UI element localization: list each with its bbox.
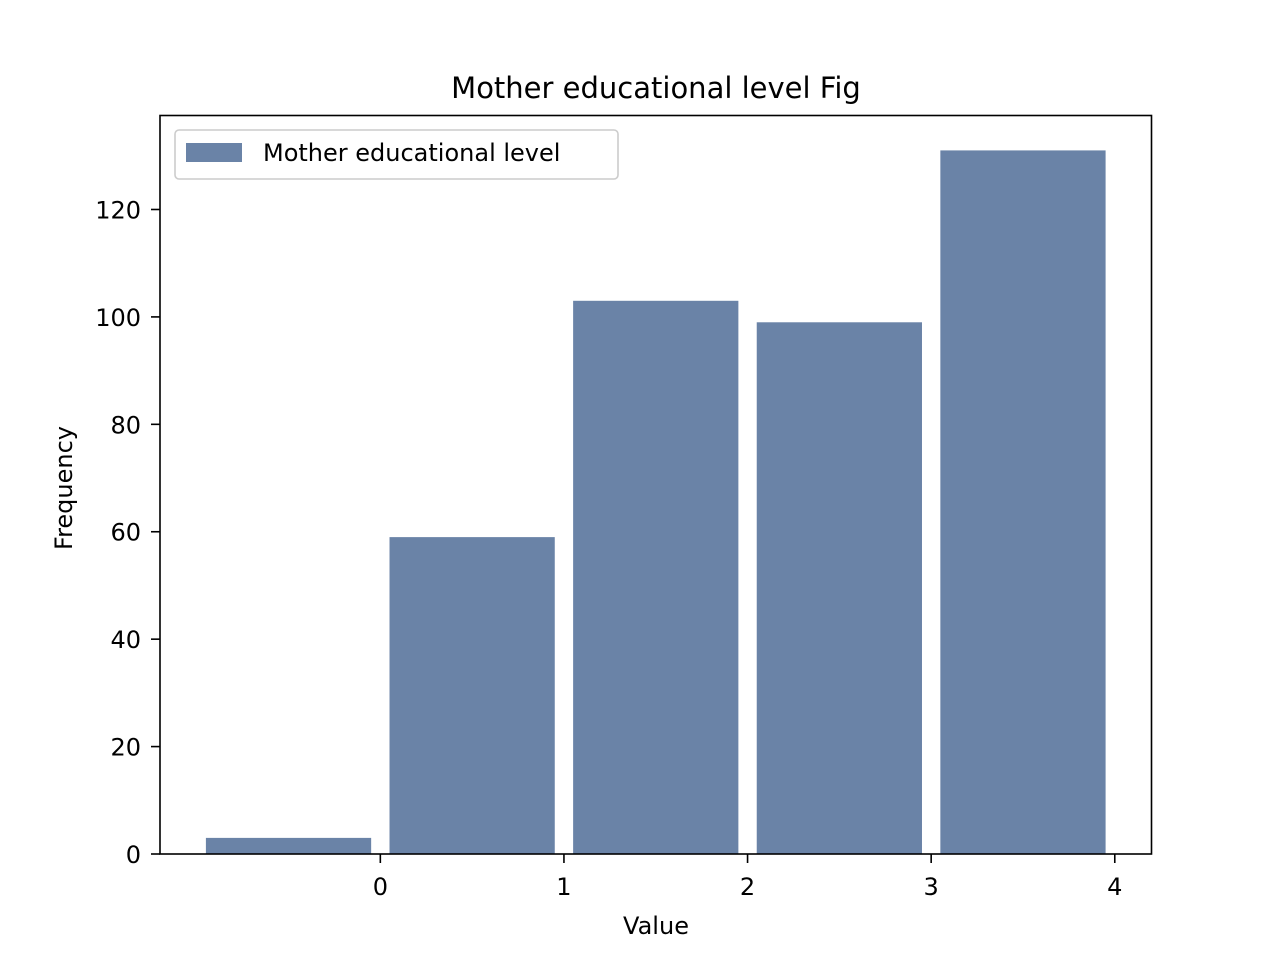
y-tick-label-1: 20 (110, 734, 141, 762)
y-tick-label-2: 40 (110, 626, 141, 654)
bars-group (205, 150, 1106, 855)
legend-label: Mother educational level (263, 139, 560, 167)
x-tick-label-3: 3 (924, 873, 939, 901)
y-tick-label-3: 60 (110, 519, 141, 547)
x-tick-label-1: 1 (556, 873, 571, 901)
bar-1 (389, 537, 555, 854)
y-axis-label: Frequency (50, 426, 78, 550)
y-tick-label-6: 120 (95, 196, 141, 224)
legend-swatch (186, 143, 242, 162)
y-tick-label-5: 100 (95, 304, 141, 332)
x-ticks-group: 0 1 2 3 4 (373, 854, 1122, 901)
y-ticks-group: 0 20 40 60 80 100 120 (95, 196, 160, 869)
bar-0 (205, 837, 372, 854)
bar-3 (756, 322, 922, 854)
bar-4 (940, 150, 1106, 855)
x-tick-label-0: 0 (373, 873, 388, 901)
y-tick-label-0: 0 (126, 841, 141, 869)
x-tick-label-2: 2 (740, 873, 755, 901)
chart-title: Mother educational level Fig (451, 71, 861, 105)
x-axis-label: Value (623, 912, 689, 940)
plot-frame (159, 114, 1153, 855)
x-tick-label-4: 4 (1107, 873, 1122, 901)
bar-2 (573, 300, 739, 854)
y-tick-label-4: 80 (110, 411, 141, 439)
legend-box (174, 129, 619, 180)
legend: Mother educational level (174, 129, 619, 180)
